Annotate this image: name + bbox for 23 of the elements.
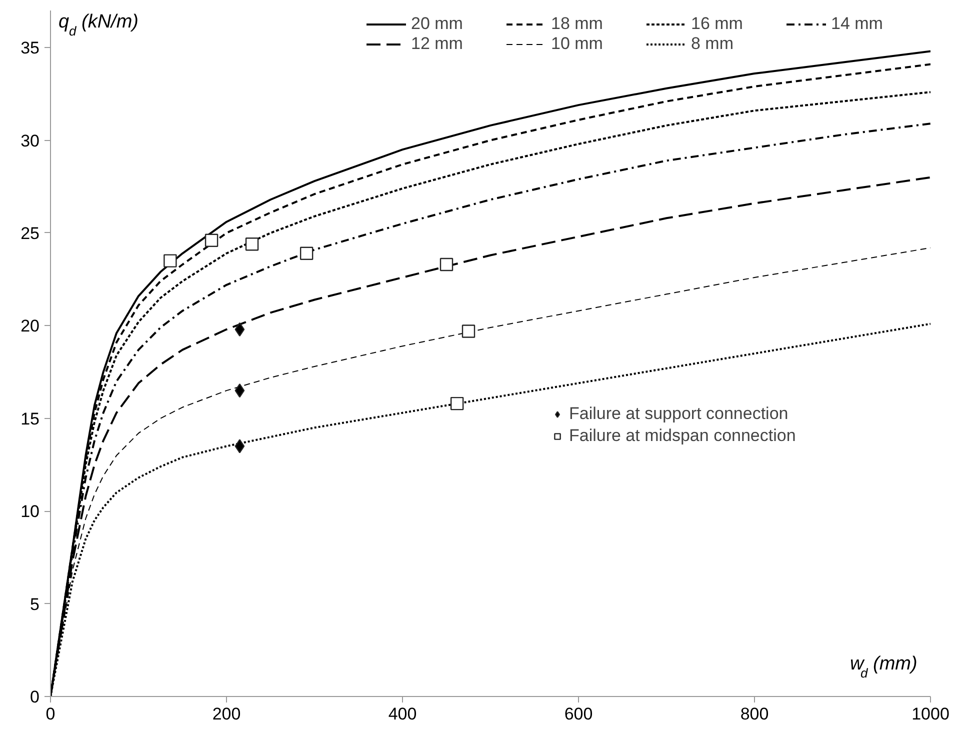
- legend-label: 8 mm: [691, 34, 734, 54]
- y-tick-label: 35: [20, 38, 40, 58]
- x-tick-label: 1000: [912, 704, 950, 724]
- legend-label: 20 mm: [411, 14, 464, 34]
- y-tick-label: 25: [20, 224, 40, 243]
- legend-label: 10 mm: [551, 34, 604, 54]
- legend-label: Failure at support connection: [569, 404, 788, 424]
- legend-label: 14 mm: [831, 14, 884, 34]
- y-tick-label: 20: [20, 316, 40, 336]
- legend-label: 16 mm: [691, 14, 744, 34]
- legend-label: Failure at midspan connection: [569, 426, 796, 446]
- x-tick-label: 200: [212, 704, 241, 724]
- legend-label: 12 mm: [411, 34, 464, 54]
- y-tick-label: 10: [20, 502, 40, 522]
- y-tick-label: 5: [30, 594, 40, 614]
- x-tick-label: 800: [740, 704, 769, 724]
- y-tick-label: 0: [30, 688, 40, 706]
- legend-label: 18 mm: [551, 14, 604, 34]
- x-tick-label: 0: [46, 704, 56, 724]
- y-tick-label: 15: [20, 409, 40, 428]
- x-tick-label: 600: [564, 704, 593, 724]
- y-tick-label: 30: [20, 131, 40, 150]
- x-tick-label: 400: [388, 704, 417, 724]
